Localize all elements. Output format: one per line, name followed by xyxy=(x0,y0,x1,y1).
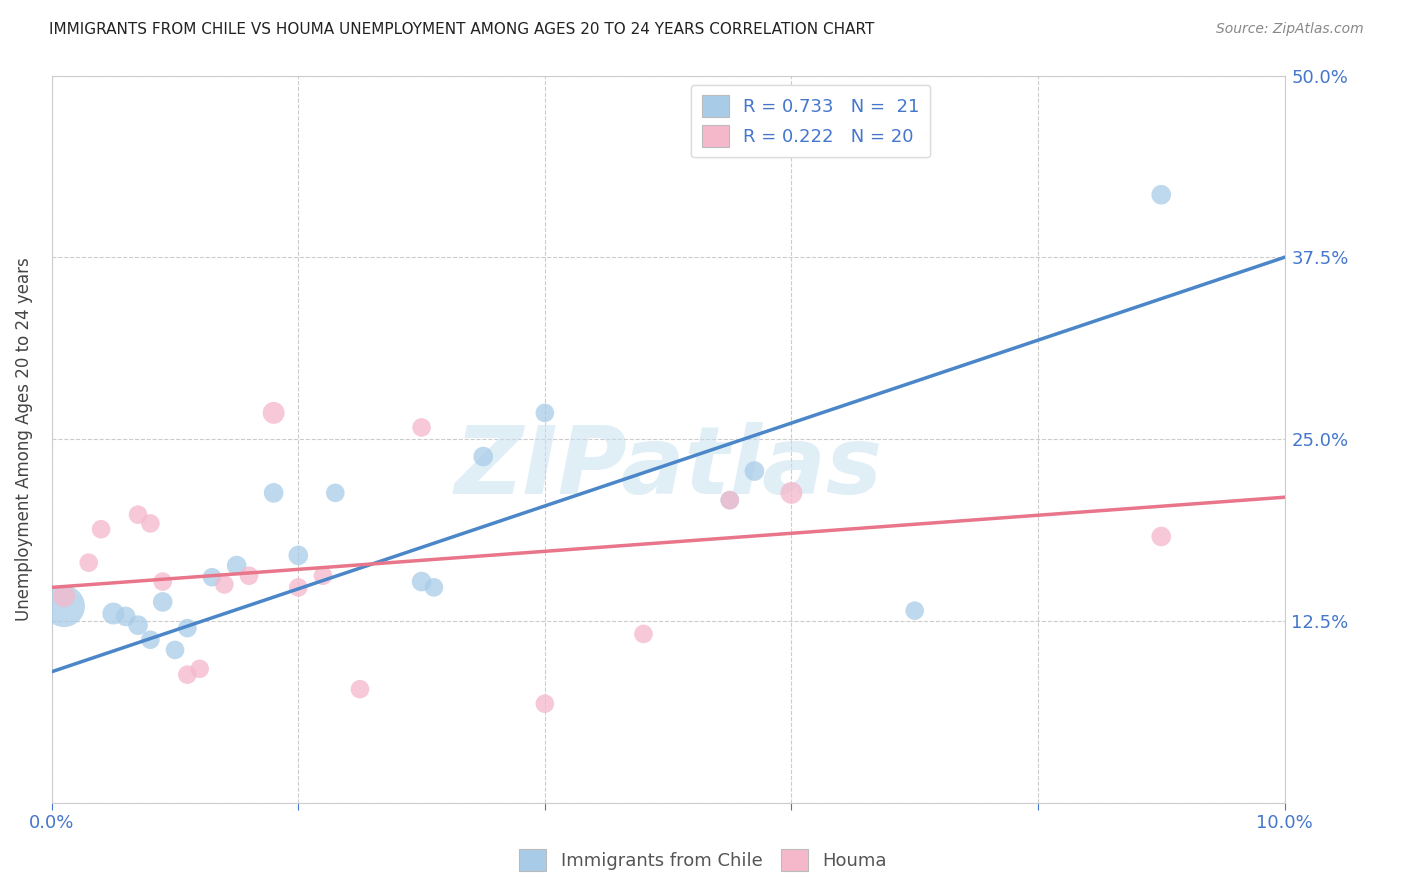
Point xyxy=(718,493,741,508)
Legend: Immigrants from Chile, Houma: Immigrants from Chile, Houma xyxy=(512,842,894,879)
Point xyxy=(780,486,803,500)
Point xyxy=(263,406,285,420)
Point xyxy=(53,599,76,614)
Point xyxy=(53,589,76,603)
Point xyxy=(411,574,433,589)
Point xyxy=(718,493,741,508)
Point xyxy=(263,486,285,500)
Y-axis label: Unemployment Among Ages 20 to 24 years: Unemployment Among Ages 20 to 24 years xyxy=(15,257,32,621)
Legend: R = 0.733   N =  21, R = 0.222   N = 20: R = 0.733 N = 21, R = 0.222 N = 20 xyxy=(690,85,931,158)
Point xyxy=(201,570,224,584)
Point xyxy=(1150,529,1173,543)
Point xyxy=(127,618,149,632)
Point xyxy=(139,632,162,647)
Point xyxy=(139,516,162,531)
Point xyxy=(411,420,433,434)
Point xyxy=(744,464,766,478)
Point xyxy=(114,609,136,624)
Point xyxy=(349,682,371,697)
Point xyxy=(163,643,186,657)
Point xyxy=(225,558,247,573)
Point xyxy=(152,574,174,589)
Point xyxy=(1150,187,1173,202)
Point xyxy=(238,568,260,582)
Point xyxy=(176,667,198,681)
Point xyxy=(103,607,125,621)
Point xyxy=(633,627,655,641)
Text: IMMIGRANTS FROM CHILE VS HOUMA UNEMPLOYMENT AMONG AGES 20 TO 24 YEARS CORRELATIO: IMMIGRANTS FROM CHILE VS HOUMA UNEMPLOYM… xyxy=(49,22,875,37)
Point xyxy=(312,568,335,582)
Text: ZIPatlas: ZIPatlas xyxy=(454,422,882,514)
Point xyxy=(214,577,236,591)
Point xyxy=(152,595,174,609)
Point xyxy=(176,621,198,635)
Point xyxy=(472,450,495,464)
Point xyxy=(77,556,100,570)
Text: Source: ZipAtlas.com: Source: ZipAtlas.com xyxy=(1216,22,1364,37)
Point xyxy=(323,486,346,500)
Point xyxy=(287,580,309,594)
Point xyxy=(534,406,557,420)
Point xyxy=(90,522,112,536)
Point xyxy=(188,662,211,676)
Point xyxy=(127,508,149,522)
Point xyxy=(534,697,557,711)
Point xyxy=(287,549,309,563)
Point xyxy=(423,580,446,594)
Point xyxy=(904,604,927,618)
